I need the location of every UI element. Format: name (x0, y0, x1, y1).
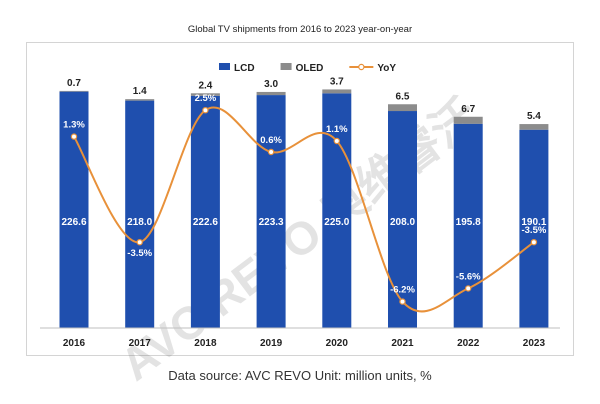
x-tick-2018: 2018 (194, 338, 217, 349)
label-lcd-2016: 226.6 (61, 217, 86, 228)
yoy-point-2020 (333, 137, 340, 145)
label-yoy-2021: -6.2% (390, 285, 415, 296)
label-oled-2019: 3.0 (264, 79, 278, 90)
label-oled-2017: 1.4 (133, 86, 147, 97)
x-tick-2019: 2019 (260, 338, 283, 349)
bar-oled-2022 (453, 116, 483, 124)
legend-label-oled: OLED (296, 63, 324, 74)
label-oled-2021: 6.5 (396, 91, 410, 102)
bar-lcd-2017 (125, 100, 155, 328)
legend-swatch-oled (280, 63, 292, 70)
bar-oled-2017 (125, 99, 155, 101)
label-lcd-2022: 195.8 (456, 217, 481, 228)
x-tick-2023: 2023 (523, 338, 546, 349)
yoy-line (73, 106, 535, 313)
legend: LCD OLED YoY (219, 63, 396, 74)
watermark-text: AVC REVO 奥维睿沃 (111, 88, 489, 391)
x-axis: 2016 2017 2018 2019 2020 2021 2022 2023 (40, 327, 560, 349)
x-tick-2021: 2021 (391, 338, 414, 349)
legend-label-yoy: YoY (377, 63, 396, 74)
yoy-line-layer (70, 106, 538, 313)
bar-oled-2016 (59, 90, 89, 92)
data-labels-layer: 226.6 0.7 218.0 1.4 222.6 2.4 223.3 3.0 225.0 3.7… (61, 76, 546, 295)
label-lcd-2021: 208.0 (390, 217, 415, 228)
bar-oled-2018 (190, 93, 220, 96)
source-note: Data source: AVC REVO Unit: million unit… (168, 368, 432, 383)
plot-frame (26, 42, 574, 356)
label-lcd-2019: 223.3 (259, 217, 284, 228)
label-oled-2023: 5.4 (527, 111, 541, 122)
yoy-point-2016 (70, 133, 78, 140)
bar-lcd-2016 (59, 91, 89, 329)
label-yoy-2017: -3.5% (127, 248, 152, 259)
label-yoy-2023: -3.5% (521, 225, 546, 236)
x-tick-2016: 2016 (63, 338, 86, 349)
label-lcd-2017: 218.0 (127, 217, 152, 228)
label-yoy-2018: 2.5% (195, 93, 217, 104)
bar-lcd-2019 (256, 95, 286, 328)
watermark: AVC REVO 奥维睿沃 (111, 88, 489, 391)
yoy-point-2022 (465, 285, 472, 292)
x-tick-2022: 2022 (457, 338, 480, 349)
bar-oled-2021 (388, 104, 417, 112)
bar-lcd-2023 (519, 129, 549, 328)
legend-label-lcd: LCD (234, 63, 255, 74)
label-oled-2020: 3.7 (330, 76, 344, 87)
bars-layer (59, 89, 549, 329)
chart-title: Global TV shipments from 2016 to 2023 ye… (187, 24, 413, 35)
label-oled-2018: 2.4 (198, 80, 212, 91)
bar-lcd-2021 (388, 111, 417, 328)
yoy-point-2018 (202, 106, 209, 114)
label-yoy-2019: 0.6% (260, 135, 282, 146)
x-tick-2020: 2020 (326, 338, 349, 349)
yoy-point-2017 (136, 238, 143, 246)
label-yoy-2016: 1.3% (63, 120, 85, 131)
bar-oled-2020 (322, 89, 352, 94)
label-lcd-2023: 190.1 (521, 217, 546, 228)
label-yoy-2022: -5.6% (456, 271, 481, 282)
label-yoy-2020: 1.1% (326, 124, 348, 135)
yoy-point-2023 (530, 238, 538, 246)
yoy-point-2021 (399, 298, 406, 305)
label-lcd-2018: 222.6 (193, 217, 218, 228)
label-lcd-2020: 225.0 (324, 217, 349, 228)
label-oled-2022: 6.7 (461, 104, 475, 115)
yoy-point-2019 (267, 148, 275, 156)
legend-marker-yoy (358, 63, 365, 71)
bar-oled-2023 (519, 124, 549, 130)
x-tick-2017: 2017 (129, 338, 152, 349)
bar-oled-2019 (256, 91, 286, 96)
legend-swatch-lcd (219, 63, 230, 70)
bar-lcd-2020 (322, 93, 352, 328)
bar-lcd-2018 (190, 95, 220, 328)
label-oled-2016: 0.7 (67, 78, 81, 89)
